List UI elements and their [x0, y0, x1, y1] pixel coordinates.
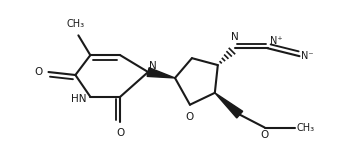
- Text: O: O: [116, 128, 124, 138]
- Text: N⁺: N⁺: [270, 36, 282, 46]
- Text: O: O: [186, 112, 194, 122]
- Text: CH₃: CH₃: [297, 123, 315, 132]
- Text: CH₃: CH₃: [66, 20, 84, 29]
- Text: N: N: [231, 32, 239, 42]
- Polygon shape: [147, 68, 175, 78]
- Text: O: O: [261, 130, 269, 141]
- Polygon shape: [215, 93, 243, 118]
- Text: N: N: [149, 61, 157, 71]
- Text: N⁻: N⁻: [301, 51, 314, 61]
- Text: HN: HN: [71, 94, 86, 104]
- Text: O: O: [34, 67, 43, 77]
